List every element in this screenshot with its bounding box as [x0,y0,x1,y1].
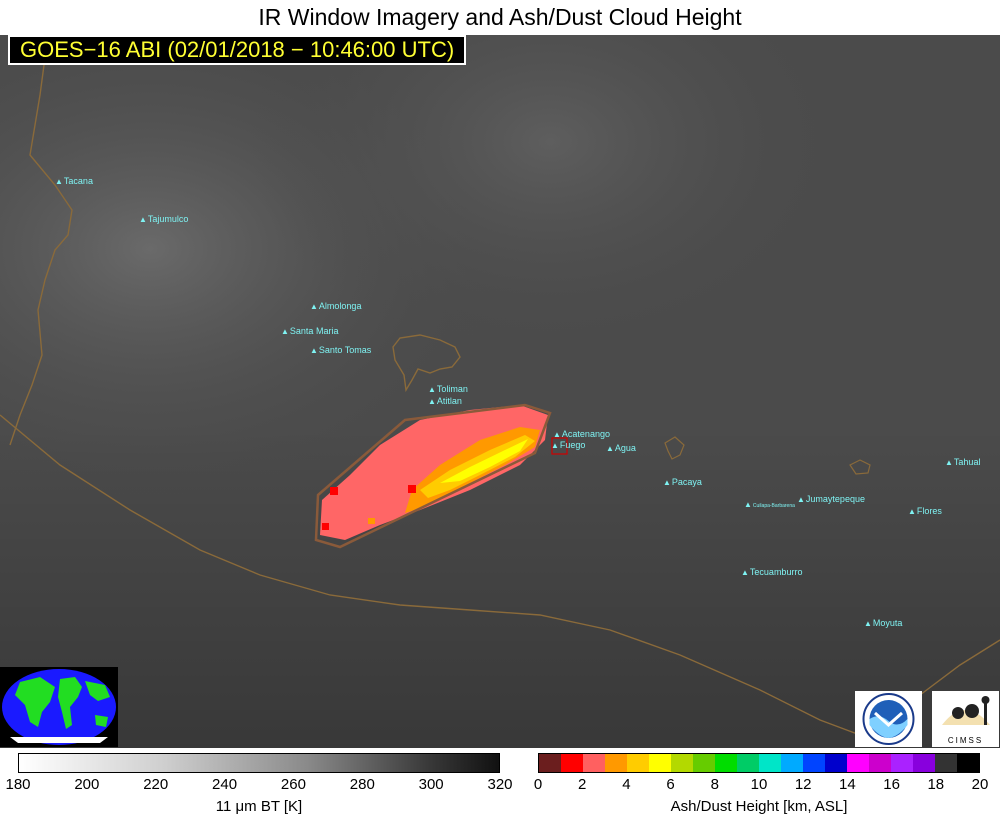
bt-tick-label: 320 [487,776,513,793]
volcano-tajumulco[interactable]: ▲Tajumulco [139,214,189,224]
ash-tick-label: 16 [883,776,900,793]
mexico-guatemala-border [9,35,73,446]
ash-color-segment [935,754,957,772]
ash-tick-label: 0 [533,776,543,793]
volcano-almolonga[interactable]: ▲Almolonga [310,301,362,311]
volcano-jumaytepeque[interactable]: ▲Jumaytepeque [797,494,865,504]
bt-colorbar [18,753,500,773]
ash-color-segment [561,754,583,772]
ash-tick-label: 18 [927,776,945,793]
ash-tick-label: 8 [710,776,719,793]
ash-color-segment [781,754,803,772]
ash-color-segment [759,754,781,772]
ash-tick-label: 6 [666,776,675,793]
noaa-logo [855,691,922,747]
bt-tick-label: 300 [418,776,444,793]
ocean-shading [0,35,1000,748]
ash-color-segment [539,754,561,772]
ash-color-segment [605,754,627,772]
bt-tick-label: 180 [5,776,31,793]
ash-color-segment [825,754,847,772]
lake-amatitlan [664,436,685,460]
ash-color-segment [649,754,671,772]
cimss-text: CIMSS [947,736,984,745]
ash-colorbar [538,753,980,773]
bt-tick-label: 280 [349,776,375,793]
ash-tick-label: 4 [622,776,631,793]
volcano-moyuta[interactable]: ▲Moyuta [864,618,903,628]
bt-tick-label: 240 [212,776,238,793]
volcano-tacana[interactable]: ▲Tacana [55,176,93,186]
fuego-marker-box [551,437,568,455]
volcano-santo-tomas[interactable]: ▲Santo Tomas [310,345,372,355]
volcano-santa-maria[interactable]: ▲Santa Maria [281,326,339,336]
volcano-pacaya[interactable]: ▲Pacaya [663,477,702,487]
volcano-agua[interactable]: ▲Agua [606,443,636,453]
bt-tick-label: 200 [74,776,100,793]
bt-colorbar-label: 11 μm BT [K] [215,798,303,815]
page-title: IR Window Imagery and Ash/Dust Cloud Hei… [258,4,742,30]
volcano-acatenango[interactable]: ▲Acatenango [553,429,610,439]
ash-tick-label: 10 [750,776,768,793]
ash-color-segment [869,754,891,772]
volcano-tahual[interactable]: ▲Tahual [945,457,981,467]
ash-color-segment [671,754,693,772]
lake-atitlan [392,334,461,393]
ash-colorbar-label: Ash/Dust Height [km, ASL] [670,798,848,815]
ash-color-segment [583,754,605,772]
ash-color-segment [693,754,715,772]
ash-color-segment [737,754,759,772]
volcano-toliman[interactable]: ▲Toliman [428,384,468,394]
ash-outline [314,403,552,549]
ash-color-segment [627,754,649,772]
ash-cloud [314,403,552,549]
volcano-flores[interactable]: ▲Flores [908,506,942,516]
ash-color-segment [715,754,737,772]
volcano-atitlan[interactable]: ▲Atitlan [428,396,462,406]
volcano-fuego[interactable]: ▲Fuego [551,440,586,450]
ash-tick-label: 12 [794,776,812,793]
ash-tick-label: 20 [971,776,989,793]
ash-tick-label: 2 [578,776,587,793]
ash-tick-label: 14 [839,776,856,793]
pacific-coastline [0,414,901,746]
volcano-tecuamburro[interactable]: ▲Tecuamburro [741,567,803,577]
map-canvas [0,35,1000,748]
ir-map[interactable]: ▲Tacana ▲Tajumulco ▲Almolonga ▲Santa Mar… [0,35,1000,748]
bt-tick-label: 260 [280,776,306,793]
bt-tick-label: 220 [143,776,169,793]
ash-color-segment [913,754,935,772]
lake-guija [849,459,871,475]
noaa-icon [862,693,915,745]
ash-color-segment [957,754,979,772]
satellite-timestamp: GOES−16 ABI (02/01/2018 − 10:46:00 UTC) [8,35,467,65]
volcano-cuilapa[interactable]: ▲Cuilapa-Barbarena [744,500,795,509]
cimss-icon [942,696,990,725]
ash-color-segment [891,754,913,772]
ash-color-segment [847,754,869,772]
ash-color-segment [803,754,825,772]
cimss-logo: CIMSS [932,691,999,747]
globe-inset [0,667,118,747]
globe-icon [0,667,118,747]
